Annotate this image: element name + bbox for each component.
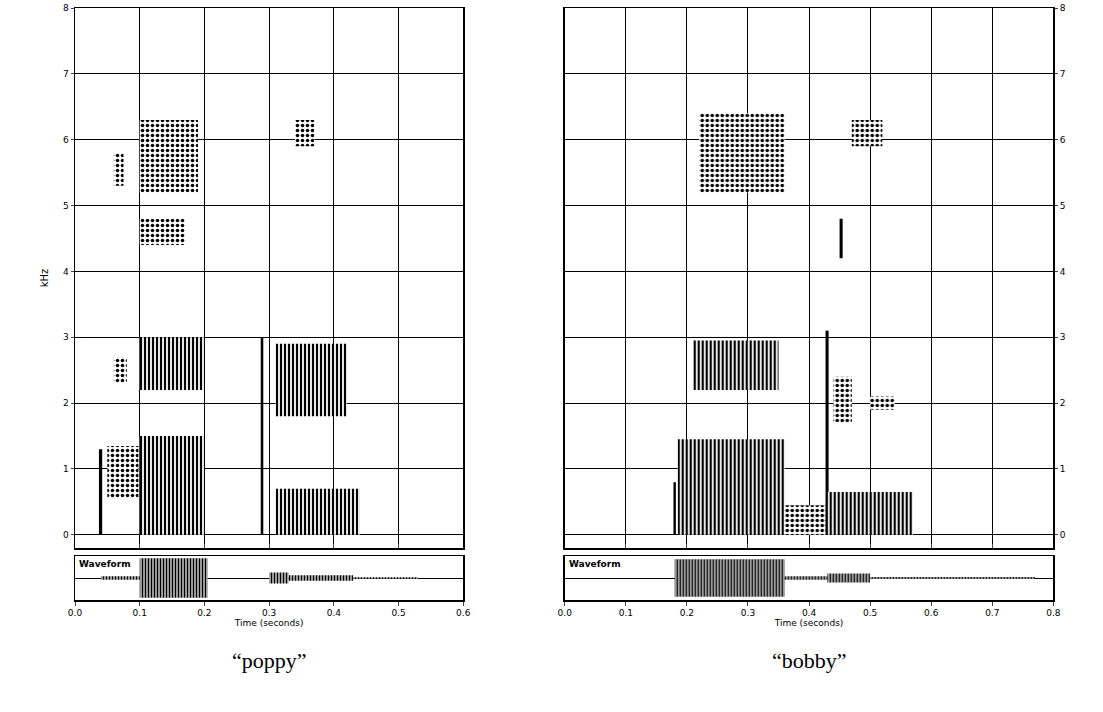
svg-text:“bobby”: “bobby”: [772, 648, 847, 673]
svg-text:1: 1: [1060, 464, 1066, 474]
svg-text:6: 6: [1060, 135, 1066, 145]
svg-text:0.5: 0.5: [863, 608, 877, 618]
svg-text:0.0: 0.0: [68, 608, 83, 618]
svg-text:0.6: 0.6: [924, 608, 939, 618]
svg-text:8: 8: [1060, 3, 1066, 13]
svg-text:0.2: 0.2: [680, 608, 694, 618]
svg-text:8: 8: [63, 3, 69, 13]
svg-text:0.7: 0.7: [985, 608, 999, 618]
svg-text:Time (seconds): Time (seconds): [774, 618, 844, 628]
svg-text:1: 1: [63, 464, 69, 474]
svg-text:2: 2: [63, 398, 69, 408]
svg-text:0.0: 0.0: [558, 608, 573, 618]
svg-text:Time (seconds): Time (seconds): [234, 618, 304, 628]
svg-text:2: 2: [1060, 398, 1066, 408]
svg-text:0: 0: [63, 530, 69, 540]
svg-text:Waveform: Waveform: [79, 559, 131, 569]
svg-text:0.5: 0.5: [391, 608, 405, 618]
svg-text:0.6: 0.6: [456, 608, 471, 618]
svg-text:6: 6: [63, 135, 69, 145]
svg-text:0.2: 0.2: [197, 608, 211, 618]
svg-text:5: 5: [1060, 201, 1066, 211]
svg-text:0.3: 0.3: [262, 608, 276, 618]
svg-text:3: 3: [63, 332, 69, 342]
svg-text:5: 5: [63, 201, 69, 211]
svg-text:0.4: 0.4: [327, 608, 342, 618]
svg-text:0: 0: [1060, 530, 1066, 540]
svg-text:Waveform: Waveform: [569, 559, 621, 569]
svg-text:4: 4: [1060, 267, 1066, 277]
svg-text:0.1: 0.1: [133, 608, 147, 618]
svg-text:7: 7: [1060, 69, 1066, 79]
svg-text:7: 7: [63, 69, 69, 79]
svg-text:0.4: 0.4: [802, 608, 817, 618]
svg-text:3: 3: [1060, 332, 1066, 342]
svg-text:0.1: 0.1: [619, 608, 633, 618]
svg-text:4: 4: [63, 267, 69, 277]
svg-text:0.3: 0.3: [741, 608, 755, 618]
svg-text:0.8: 0.8: [1046, 608, 1061, 618]
svg-text:“poppy”: “poppy”: [232, 648, 307, 673]
svg-text:kHz: kHz: [39, 269, 50, 288]
